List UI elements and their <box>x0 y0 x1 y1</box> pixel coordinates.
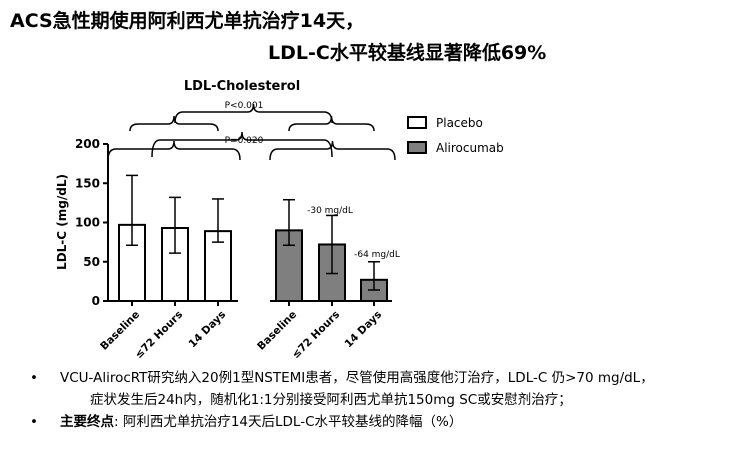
change-label-72h: -30 mg/dL <box>307 206 353 216</box>
bracket-placebo-low <box>107 140 241 161</box>
p-value-top: P<0.001 <box>225 101 264 111</box>
bullet-label: 主要终点 <box>60 414 114 430</box>
y-tick-label: 100 <box>75 216 100 230</box>
slide-title-line2: LDL-C水平较基线显著降低69% <box>268 42 547 64</box>
legend-label: Placebo <box>436 116 483 130</box>
change-label-14d: -64 mg/dL <box>354 250 400 260</box>
bullet-marker: • <box>30 370 38 386</box>
bullet-item: • 主要终点: 阿利西尤单抗治疗14天后LDL-C水平较基线的降幅（%） <box>30 411 654 433</box>
x-tick-label: Baseline <box>98 309 142 353</box>
bullet-text: : 阿利西尤单抗治疗14天后LDL-C水平较基线的降幅（%） <box>114 414 463 430</box>
bracket-layer <box>107 103 396 161</box>
bullet-item: • VCU-AlirocRT研究纳入20例1型NSTEMI患者，尽管使用高强度他… <box>30 367 654 389</box>
bullet-list: • VCU-AlirocRT研究纳入20例1型NSTEMI患者，尽管使用高强度他… <box>30 367 654 433</box>
bullet-text: VCU-AlirocRT研究纳入20例1型NSTEMI患者，尽管使用高强度他汀治… <box>60 370 654 386</box>
y-tick-label: 200 <box>75 137 100 151</box>
legend-swatch <box>407 141 427 154</box>
ldl-chart: LDL-Cholesterol LDL-C (mg/dL) 0 50 100 150 2… <box>55 79 504 360</box>
legend-swatch <box>407 116 427 129</box>
bracket-alirocumab-low <box>269 140 396 161</box>
bar-layer: Baseline≤72 Hours 14 Days Baseline≤72 Hour… <box>98 174 388 360</box>
x-tick-label: Baseline <box>255 309 299 353</box>
bracket-mid <box>151 131 333 158</box>
y-axis-label: LDL-C (mg/dL) <box>55 174 69 270</box>
chart-title: LDL-Cholesterol <box>184 79 300 94</box>
chart-legend: Placebo Alirocumab <box>407 116 504 155</box>
y-tick-label: 0 <box>92 294 100 308</box>
legend-label: Alirocumab <box>436 141 504 155</box>
slide-title-line1: ACS急性期使用阿利西尤单抗治疗14天， <box>10 10 365 32</box>
y-tick-label: 150 <box>75 176 100 190</box>
x-tick-label: 14 Days <box>343 309 385 351</box>
x-tick-label: 14 Days <box>187 309 229 351</box>
y-tick-label: 50 <box>83 255 100 269</box>
bullet-marker: • <box>30 414 38 430</box>
p-value-mid: P=0.020 <box>225 136 264 146</box>
bullet-text-continued: 症状发生后24h内，随机化1:1分别接受阿利西尤单抗150mg SC或安慰剂治疗… <box>90 392 572 408</box>
bracket-top <box>174 103 333 124</box>
bracket-placebo-high <box>129 115 219 132</box>
